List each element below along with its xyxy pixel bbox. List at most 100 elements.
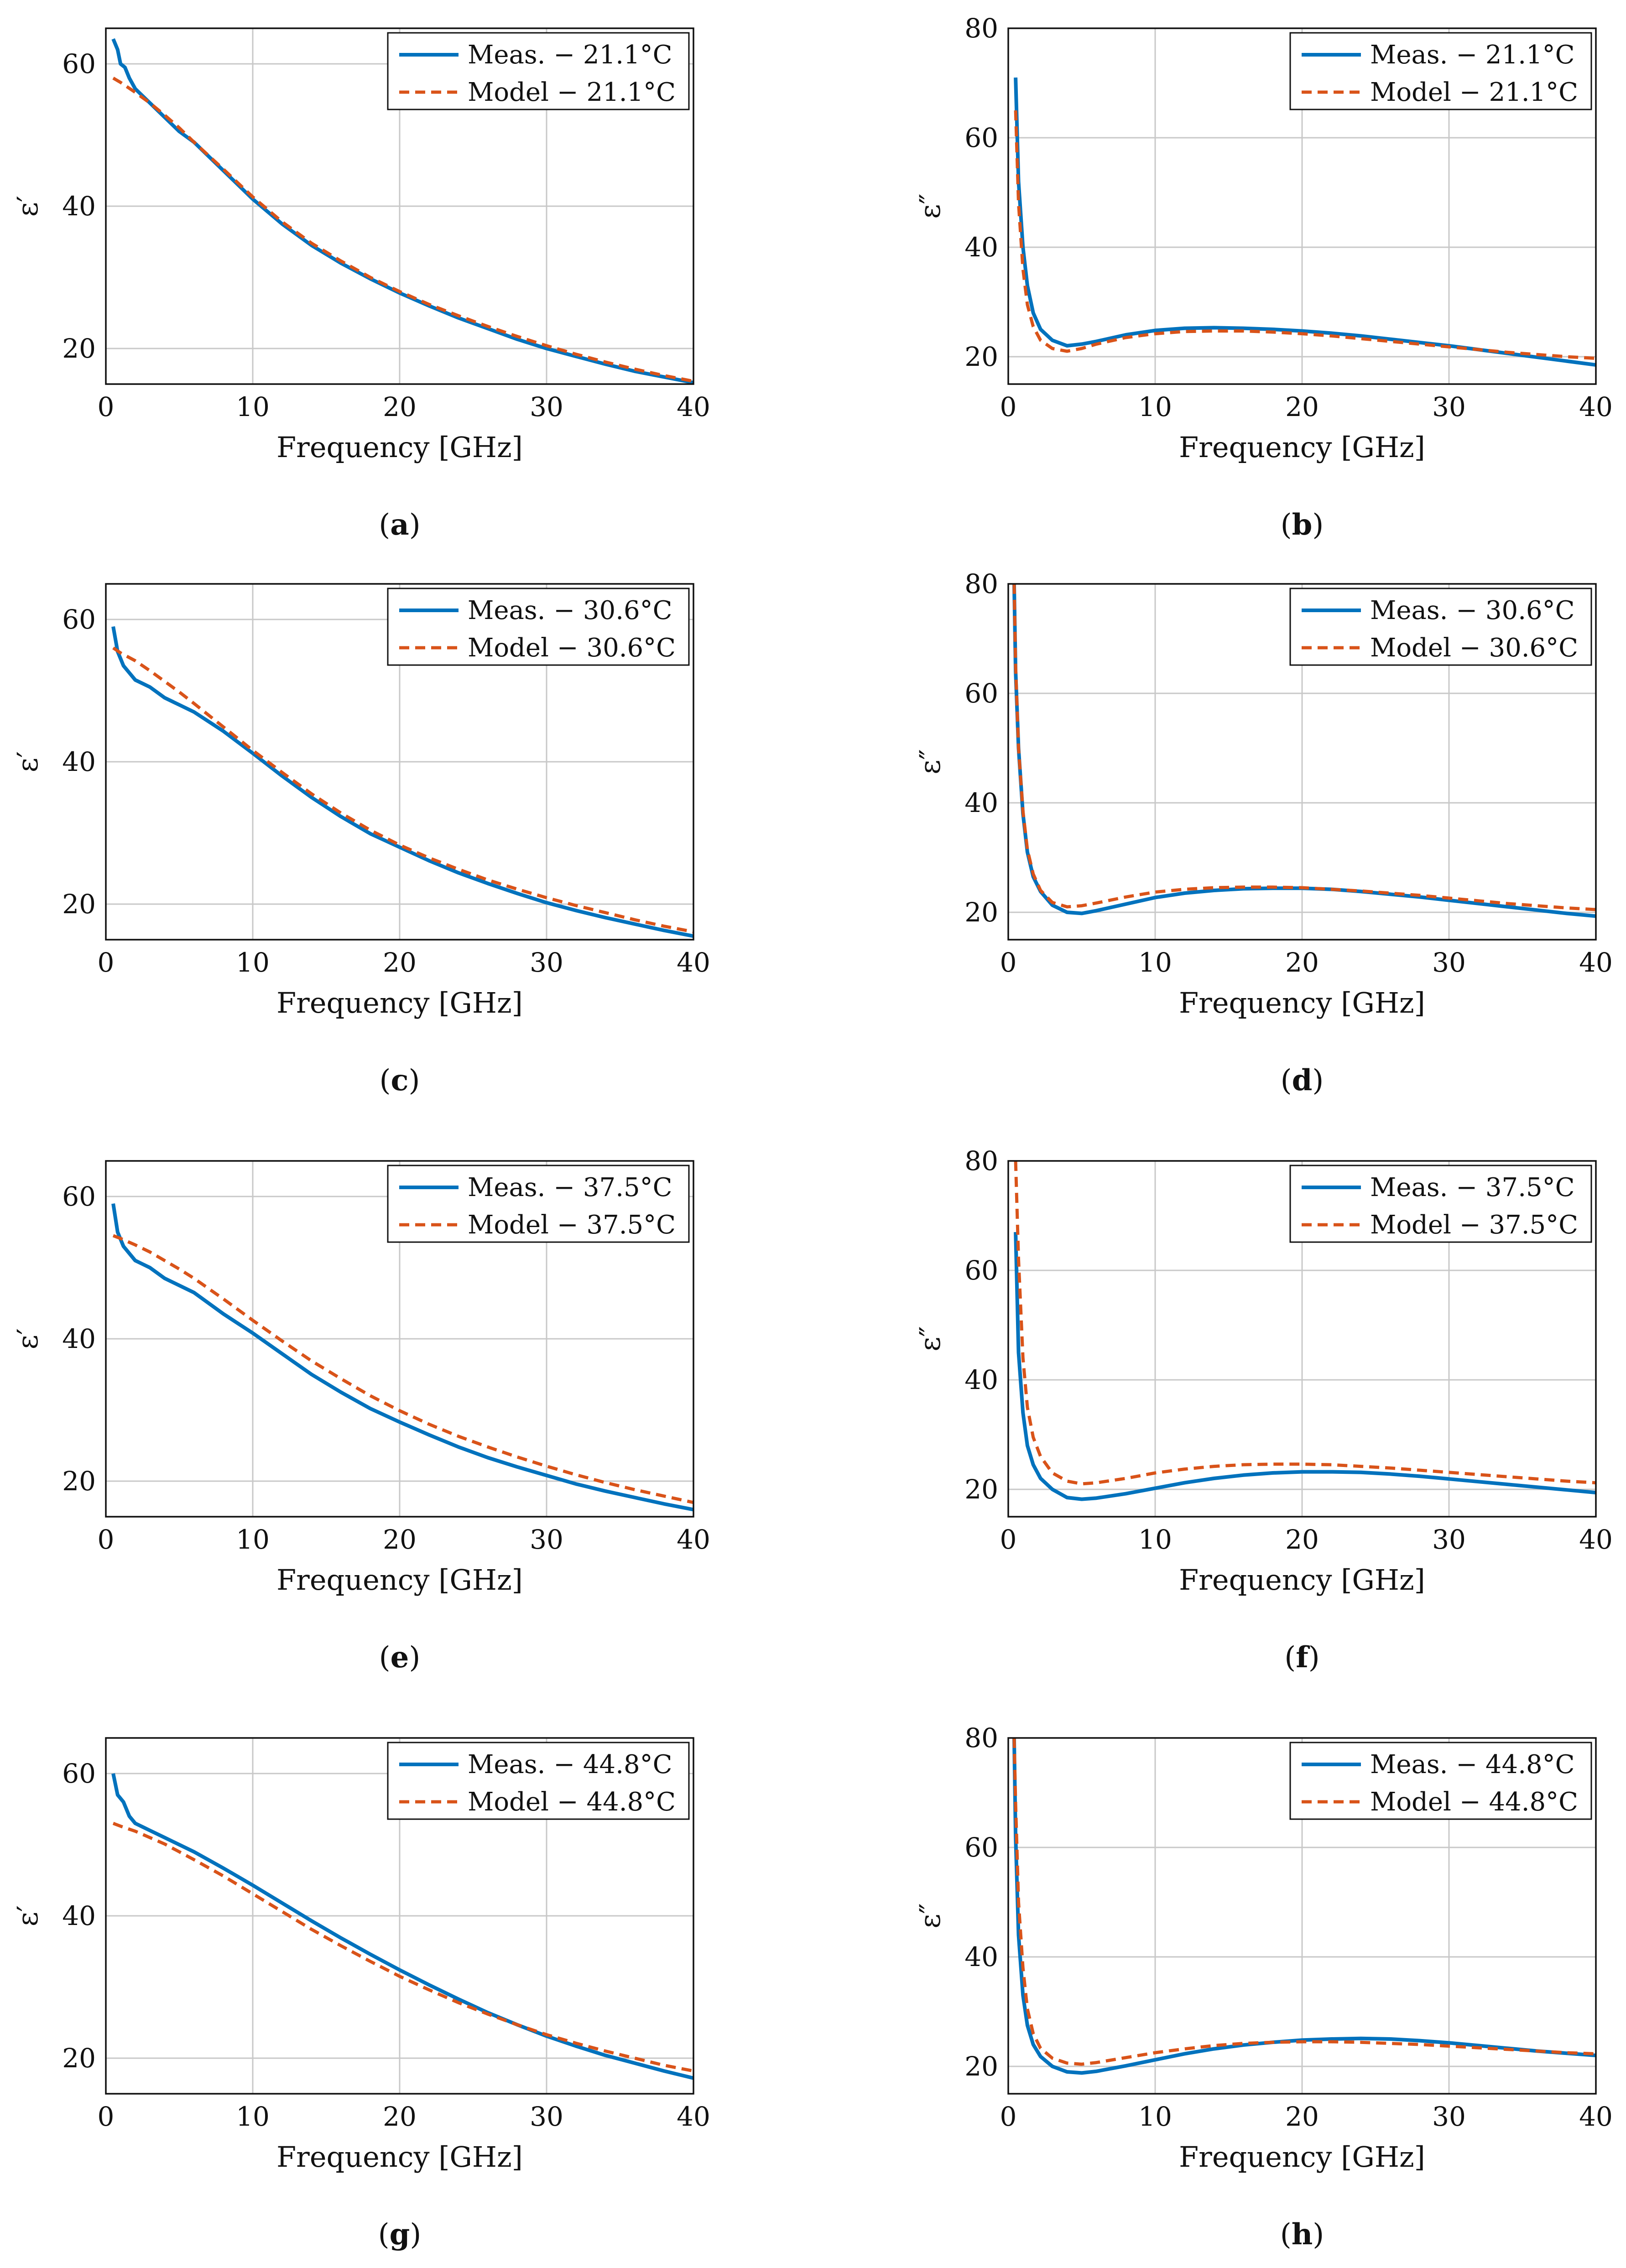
x-tick-label: 0 [1000, 1524, 1017, 1555]
x-axis-label: Frequency [GHz] [276, 2140, 523, 2174]
measured-series-line [1014, 77, 1596, 367]
legend-box [387, 1742, 690, 1820]
x-tick-label: 30 [530, 947, 563, 978]
model-series-line [112, 646, 693, 934]
plot-frame [105, 1737, 694, 2095]
y-tick-label: 80 [964, 1722, 998, 1753]
y-tick-label: 60 [62, 604, 96, 635]
y-tick-label: 40 [964, 232, 998, 263]
x-tick-label: 0 [1000, 947, 1017, 978]
chart-panel-f: 0 10 20 30 40 20 40 60 80 Frequency [GHz] ε″ Meas. … [913, 1145, 1613, 1675]
legend-label-measured: Meas. − 37.5°C [1370, 1173, 1574, 1202]
panel-caption: (h) [1280, 2217, 1324, 2252]
legend-label-model: Model − 37.5°C [468, 1210, 676, 1240]
x-tick-label: 0 [98, 947, 115, 978]
measured-series-line [111, 1203, 693, 1512]
x-tick-label: 10 [236, 391, 270, 422]
x-tick-label: 20 [1285, 1524, 1319, 1555]
y-tick-label: 60 [964, 1255, 998, 1286]
x-axis-label: Frequency [GHz] [276, 986, 523, 1020]
legend: Meas. − 44.8°C Model − 44.8°C [387, 1742, 690, 1820]
chart-panel-e: 0 10 20 30 40 20 40 60 Frequency [GHz] ε′ Meas. − … [11, 1160, 710, 1675]
chart-panel-b: 0 10 20 30 40 20 40 60 80 Frequency [GHz] ε″ Meas. … [913, 13, 1613, 542]
legend-box [1289, 1165, 1592, 1243]
legend-label-measured: Meas. − 30.6°C [468, 596, 672, 625]
legend: Meas. − 44.8°C Model − 44.8°C [1289, 1742, 1592, 1820]
plot-frame [1007, 1160, 1597, 1518]
y-tick-label: 60 [62, 1181, 96, 1212]
y-axis-label: ε′ [11, 196, 44, 217]
x-tick-label: 30 [1432, 1524, 1466, 1555]
legend-box [1289, 1742, 1592, 1820]
x-tick-label: 0 [98, 391, 115, 422]
y-tick-label: 40 [62, 1323, 96, 1354]
x-tick-label: 40 [677, 947, 710, 978]
x-tick-label: 40 [677, 2101, 710, 2132]
legend-label-model: Model − 30.6°C [468, 633, 676, 663]
plot-frame [105, 27, 694, 385]
x-axis-label: Frequency [GHz] [1179, 431, 1425, 464]
measured-series-line [1014, 1232, 1596, 1501]
y-axis-label: ε″ [913, 193, 947, 218]
y-tick-label: 80 [964, 13, 998, 44]
y-tick-label: 20 [964, 2051, 998, 2082]
legend-box [387, 588, 690, 666]
plot-frame [1007, 1737, 1597, 2095]
x-tick-label: 0 [1000, 2101, 1017, 2132]
panel-caption: (e) [379, 1640, 421, 1675]
panel-caption: (d) [1281, 1063, 1324, 1098]
y-tick-label: 60 [62, 1758, 96, 1789]
x-tick-label: 10 [236, 947, 270, 978]
legend-label-measured: Meas. − 30.6°C [1370, 596, 1574, 625]
x-tick-label: 40 [1579, 1524, 1613, 1555]
plot-frame [1007, 27, 1597, 385]
y-tick-label: 80 [964, 1145, 998, 1176]
x-tick-label: 0 [98, 1524, 115, 1555]
x-tick-label: 20 [383, 2101, 417, 2132]
chart-panel-c: 0 10 20 30 40 20 40 60 Frequency [GHz] ε′ Meas. − … [11, 583, 710, 1098]
legend: Meas. − 30.6°C Model − 30.6°C [387, 588, 690, 666]
y-tick-label: 60 [964, 122, 998, 153]
panel-caption: (c) [380, 1063, 420, 1098]
legend: Meas. − 21.1°C Model − 21.1°C [387, 32, 690, 110]
y-tick-label: 20 [964, 341, 998, 372]
x-axis-label: Frequency [GHz] [276, 431, 523, 464]
legend-label-model: Model − 21.1°C [468, 78, 676, 107]
y-tick-label: 40 [964, 1941, 998, 1972]
legend-box [387, 32, 690, 110]
x-tick-label: 10 [1138, 947, 1172, 978]
x-axis-label: Frequency [GHz] [1179, 2140, 1425, 2174]
y-tick-label: 60 [964, 1832, 998, 1863]
x-tick-label: 20 [383, 391, 417, 422]
x-axis-label: Frequency [GHz] [1179, 986, 1425, 1020]
y-tick-label: 40 [62, 191, 96, 222]
model-series-line [1014, 110, 1596, 360]
measured-series-line [111, 626, 693, 938]
measured-series-line [111, 38, 693, 384]
legend-label-model: Model − 44.8°C [1370, 1787, 1578, 1817]
model-series-line [112, 1821, 693, 2073]
y-tick-label: 20 [62, 889, 96, 920]
legend-box [1289, 32, 1592, 110]
legend-label-model: Model − 30.6°C [1370, 633, 1578, 663]
chart-panel-g: 0 10 20 30 40 20 40 60 Frequency [GHz] ε′ Meas. − … [11, 1737, 710, 2252]
x-tick-label: 20 [1285, 2101, 1319, 2132]
x-tick-label: 30 [530, 1524, 563, 1555]
legend-label-measured: Meas. − 37.5°C [468, 1173, 672, 1202]
y-tick-label: 20 [62, 1466, 96, 1497]
y-tick-label: 40 [964, 1364, 998, 1395]
legend-label-model: Model − 44.8°C [468, 1787, 676, 1817]
panel-caption: (a) [379, 508, 420, 542]
legend-label-model: Model − 21.1°C [1370, 78, 1578, 107]
x-axis-label: Frequency [GHz] [276, 1563, 523, 1597]
plot-frame [1007, 583, 1597, 941]
model-series-line [112, 77, 693, 383]
model-series-line [112, 1234, 693, 1504]
y-tick-label: 20 [62, 333, 96, 364]
measured-series-line [111, 1773, 693, 2080]
legend: Meas. − 37.5°C Model − 37.5°C [387, 1165, 690, 1243]
x-tick-label: 20 [383, 947, 417, 978]
y-tick-label: 60 [62, 48, 96, 79]
y-axis-label: ε″ [913, 749, 947, 774]
